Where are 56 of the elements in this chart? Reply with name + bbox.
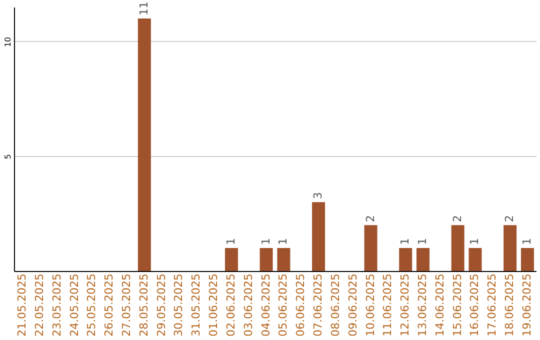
bar: [138, 18, 151, 271]
bar: [260, 248, 273, 271]
x-tick-label: 25.05.2025: [85, 274, 98, 336]
x-tick-label: 06.06.2025: [294, 274, 308, 336]
x-tick-label: 23.05.2025: [50, 274, 64, 336]
x-tick-label: 04.06.2025: [259, 274, 272, 336]
data-label: 2: [503, 215, 516, 222]
x-tick-label: 24.05.2025: [68, 274, 81, 336]
x-tick-label: 28.05.2025: [137, 274, 150, 336]
data-label: 1: [416, 238, 429, 246]
data-label: 11: [137, 1, 150, 16]
x-tick-label: 16.06.2025: [468, 274, 482, 336]
x-tick-label: 27.05.2025: [120, 274, 133, 336]
x-tick-label: 14.06.2025: [433, 274, 446, 336]
bar: [520, 248, 534, 271]
bar: [451, 225, 464, 271]
x-tick-label: 18.06.2025: [503, 274, 516, 336]
x-tick-label: 10.06.2025: [364, 274, 377, 336]
data-label: 1: [259, 238, 272, 246]
data-label: 1: [398, 238, 412, 246]
x-tick-label: 07.06.2025: [312, 274, 325, 336]
data-label: 1: [468, 238, 482, 246]
bar: [468, 248, 482, 271]
x-tick-label: 31.05.2025: [190, 274, 203, 336]
y-tick-label: 10: [4, 36, 12, 48]
bar: [224, 248, 238, 271]
data-label: 1: [224, 238, 238, 246]
y-tick-label: 5: [4, 154, 12, 160]
x-tick-label: 29.05.2025: [154, 274, 168, 336]
bar: [277, 248, 290, 271]
bar: [416, 248, 430, 271]
x-tick-label: 26.05.2025: [102, 274, 116, 336]
data-label: 1: [520, 238, 534, 246]
x-tick-label: 12.06.2025: [398, 274, 412, 336]
x-tick-label: 03.06.2025: [242, 274, 255, 336]
x-tick-label: 19.06.2025: [520, 274, 534, 336]
x-tick-label: 22.05.2025: [32, 274, 46, 336]
x-tick-label: 08.06.2025: [328, 274, 342, 336]
x-tick-label: 17.06.2025: [486, 274, 499, 336]
x-tick-label: 01.06.2025: [207, 274, 220, 336]
bar: [312, 202, 326, 271]
data-label: 3: [312, 192, 325, 200]
x-tick-label: 05.06.2025: [276, 274, 290, 336]
x-tick-label: 30.05.2025: [172, 274, 186, 336]
data-label: 2: [450, 215, 464, 222]
x-tick-label: 02.06.2025: [224, 274, 238, 336]
bar: [364, 225, 378, 271]
bar: [504, 225, 517, 271]
data-label: 1: [276, 238, 290, 246]
x-tick-label: 15.06.2025: [450, 274, 464, 336]
x-tick-label: 09.06.2025: [346, 274, 360, 336]
bar: [399, 248, 412, 271]
x-tick-label: 13.06.2025: [416, 274, 429, 336]
x-tick-label: 21.05.2025: [16, 274, 29, 336]
data-label: 2: [364, 215, 377, 222]
x-tick-label: 11.06.2025: [381, 274, 394, 336]
